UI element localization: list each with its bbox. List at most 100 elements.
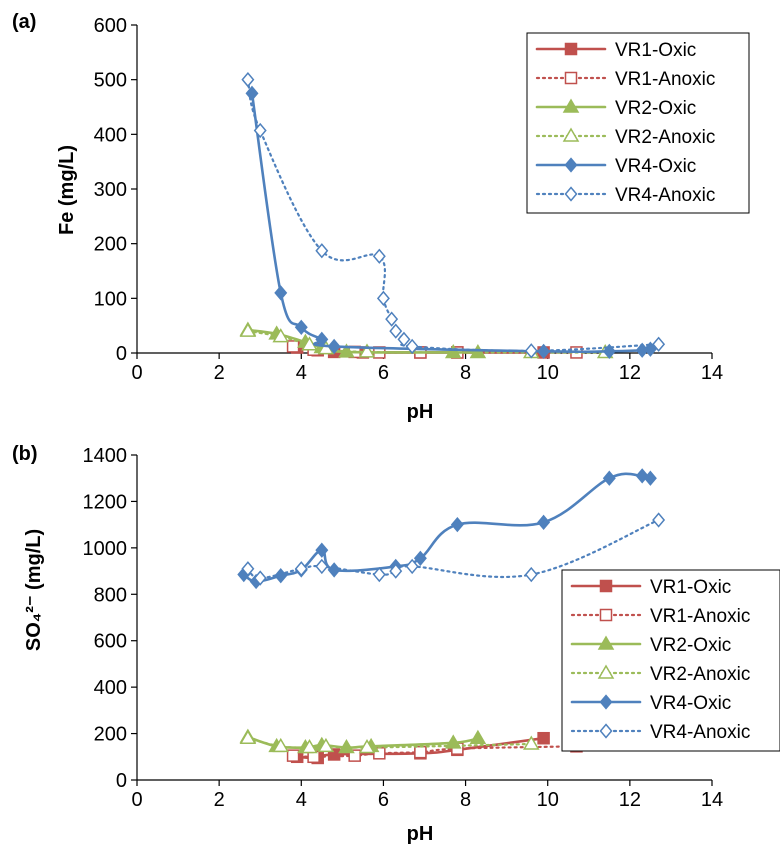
series-layer-a <box>239 72 666 360</box>
data-point-vr4-oxic <box>602 470 616 486</box>
axis-ticks-a: 0 2 4 6 8 10 12 14 0 100 200 300 400 500 600 <box>94 15 724 384</box>
data-point-vr2-anoxic <box>239 729 257 744</box>
data-point-vr4-anoxic <box>372 566 386 583</box>
data-point-vr2-oxic <box>469 729 487 744</box>
data-point-vr2-anoxic <box>317 737 335 753</box>
legend-marker-vr2-oxic <box>562 98 580 113</box>
x-tick-label: 10 <box>537 362 559 384</box>
data-point-vr2-anoxic <box>301 739 318 754</box>
panel-label-b: (b) <box>12 443 38 465</box>
data-point-vr2-anoxic <box>239 322 257 337</box>
legend-a: VR1-Oxic VR1-Anoxic VR2-Oxic VR2-Anoxic VR4-… <box>526 32 750 214</box>
data-point-vr4-anoxic <box>389 323 403 339</box>
series-line-vr4-anoxic <box>246 518 660 580</box>
panel-label-a: (a) <box>12 11 36 33</box>
y-tick-label: 100 <box>94 288 127 310</box>
legend-marker-vr4-anoxic <box>564 186 578 202</box>
data-point-vr4-anoxic <box>376 290 390 306</box>
legend-label: VR1-Oxic <box>615 40 696 61</box>
legend-marker-vr2-anoxic <box>562 127 580 142</box>
x-tick-label: 8 <box>460 362 471 384</box>
data-point-vr4-anoxic <box>652 336 666 352</box>
x-tick-label: 14 <box>701 362 723 384</box>
x-tick-label: 0 <box>131 789 142 811</box>
data-point-vr4-anoxic <box>405 558 419 575</box>
data-point-vr4-anoxic <box>372 248 386 264</box>
data-point-vr1-anoxic <box>286 749 300 762</box>
data-point-vr2-anoxic <box>358 343 376 358</box>
legend-marker-vr4-oxic <box>599 694 613 710</box>
legend-marker-vr2-oxic <box>597 635 615 650</box>
legend-box <box>561 569 780 752</box>
y-tick-label: 0 <box>116 770 127 792</box>
data-point-vr4-anoxic <box>652 512 666 528</box>
data-point-vr1-oxic <box>537 731 550 745</box>
data-point-vr4-oxic <box>274 568 288 584</box>
y-tick-label: 500 <box>94 70 127 92</box>
data-point-vr4-anoxic <box>524 566 538 583</box>
legend-marker-vr1-oxic <box>564 42 578 56</box>
legend-label: VR1-Anoxic <box>650 606 750 627</box>
x-axis-title-a: pH <box>407 401 434 423</box>
data-point-vr4-anoxic <box>315 243 329 259</box>
legend-label: VR4-Oxic <box>615 156 696 177</box>
series-line-vr4-anoxic <box>246 78 660 352</box>
legend-marker-vr4-anoxic <box>599 723 613 739</box>
x-tick-label: 6 <box>378 362 389 384</box>
data-point-vr4-anoxic <box>253 570 267 586</box>
data-point-vr2-anoxic <box>272 328 290 343</box>
data-point-vr4-anoxic <box>253 122 267 139</box>
data-point-vr4-oxic <box>643 470 657 486</box>
legend-label: VR2-Anoxic <box>650 664 750 685</box>
legend-box <box>526 32 750 214</box>
data-point-vr1-oxic <box>327 748 341 761</box>
data-point-vr2-anoxic <box>272 737 290 753</box>
legend-marker-vr1-anoxic <box>599 608 613 622</box>
legend-marker-vr1-anoxic <box>564 71 578 85</box>
y-tick-label: 200 <box>94 234 127 256</box>
data-point-vr2-anoxic <box>358 739 376 754</box>
x-tick-label: 0 <box>131 362 142 384</box>
y-tick-label: 1200 <box>83 491 128 513</box>
x-tick-label: 8 <box>460 789 471 811</box>
data-point-vr4-anoxic <box>241 72 255 88</box>
legend-label: VR4-Anoxic <box>615 185 715 206</box>
data-point-vr4-oxic <box>327 562 341 578</box>
x-tick-label: 6 <box>378 789 389 811</box>
chart-panel-a: (a) 0 2 4 6 8 10 12 14 0 100 200 300 400 500 600 pH Fe… <box>12 11 750 423</box>
data-point-vr1-anoxic <box>348 749 361 762</box>
legend-marker-vr4-oxic <box>564 157 578 173</box>
y-tick-label: 1400 <box>83 445 128 467</box>
data-point-vr4-oxic <box>315 542 329 558</box>
legend-label: VR2-Anoxic <box>615 127 715 148</box>
data-point-vr4-anoxic <box>397 331 411 347</box>
legend-label: VR2-Oxic <box>615 98 696 119</box>
x-tick-label: 4 <box>296 362 307 384</box>
chart-panel-b: (b) 0 2 4 6 8 10 12 14 0 200 400 600 800 1000 1200 1400… <box>12 443 780 845</box>
x-tick-label: 12 <box>619 789 641 811</box>
y-tick-label: 400 <box>94 124 127 146</box>
x-tick-label: 2 <box>214 362 225 384</box>
data-point-vr4-anoxic <box>385 311 399 327</box>
x-tick-label: 4 <box>296 789 307 811</box>
data-point-vr4-oxic <box>327 338 341 355</box>
data-point-vr4-oxic <box>537 343 551 360</box>
x-axis-title-b: pH <box>407 823 434 845</box>
y-tick-label: 200 <box>94 724 127 746</box>
legend-label: VR4-Oxic <box>650 693 731 714</box>
plot-frame-b <box>136 455 712 781</box>
x-tick-label: 2 <box>214 789 225 811</box>
series-layer-b <box>237 468 666 765</box>
x-tick-label: 10 <box>537 789 559 811</box>
data-point-vr4-oxic <box>413 550 427 566</box>
legend-label: VR4-Anoxic <box>650 722 750 743</box>
y-axis-title-b: SO₄²⁻ (mg/L) <box>23 529 45 651</box>
legend-label: VR1-Oxic <box>650 577 731 598</box>
data-point-vr4-oxic <box>274 285 288 301</box>
y-tick-label: 400 <box>94 677 127 699</box>
data-point-vr4-oxic <box>294 319 308 335</box>
data-point-vr4-oxic <box>315 331 329 347</box>
data-point-vr4-oxic <box>537 514 551 530</box>
y-tick-label: 600 <box>94 631 127 653</box>
data-point-vr2-anoxic <box>522 735 540 750</box>
